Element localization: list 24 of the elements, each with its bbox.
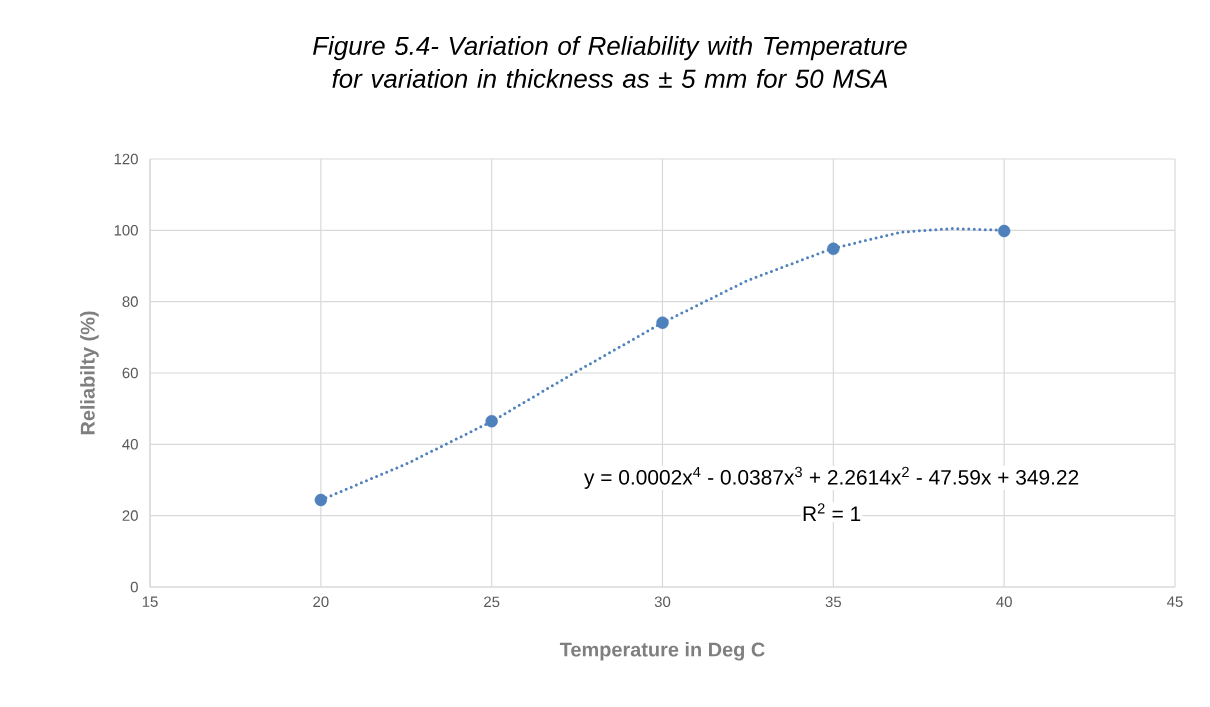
x-axis-title: Temperature in Deg C (559, 641, 765, 661)
point (827, 242, 840, 256)
annotation: R$^{2}$ = 1 (803, 503, 861, 521)
x-tick-label: 30 (654, 596, 671, 608)
y-tick-label: 0 (130, 581, 138, 593)
x-tick-label: 35 (825, 596, 842, 608)
y-axis-title: Reliabilty (%) (80, 311, 99, 435)
y-tick-label: 20 (122, 510, 138, 521)
x-tick-label: 20 (313, 596, 329, 608)
annotation: y = 0.0002x$^{4}$ - 0.0387x$^{3}$ + 2.2614x$^{2}$ - 47.59x + 349.22 (584, 466, 1079, 489)
y-tick-label: 60 (122, 367, 138, 379)
point (656, 316, 669, 329)
y-tick-label: 40 (122, 439, 138, 450)
point (314, 493, 328, 507)
x-tick-label: 40 (996, 596, 1012, 608)
point (485, 414, 498, 428)
x-tick-label: 15 (142, 596, 158, 607)
y-tick-label: 120 (114, 153, 138, 165)
x-tick-label: 45 (1167, 596, 1183, 607)
y-tick-label: 80 (122, 296, 138, 307)
point (997, 224, 1011, 238)
y-tick-label: 100 (114, 225, 138, 236)
chart-title: Figure 5.4- Variation of Reliability with Temperature for variation in thickness as ± 5 mm for 50 MSA (313, 36, 907, 88)
x-tick-label: 25 (484, 596, 500, 608)
